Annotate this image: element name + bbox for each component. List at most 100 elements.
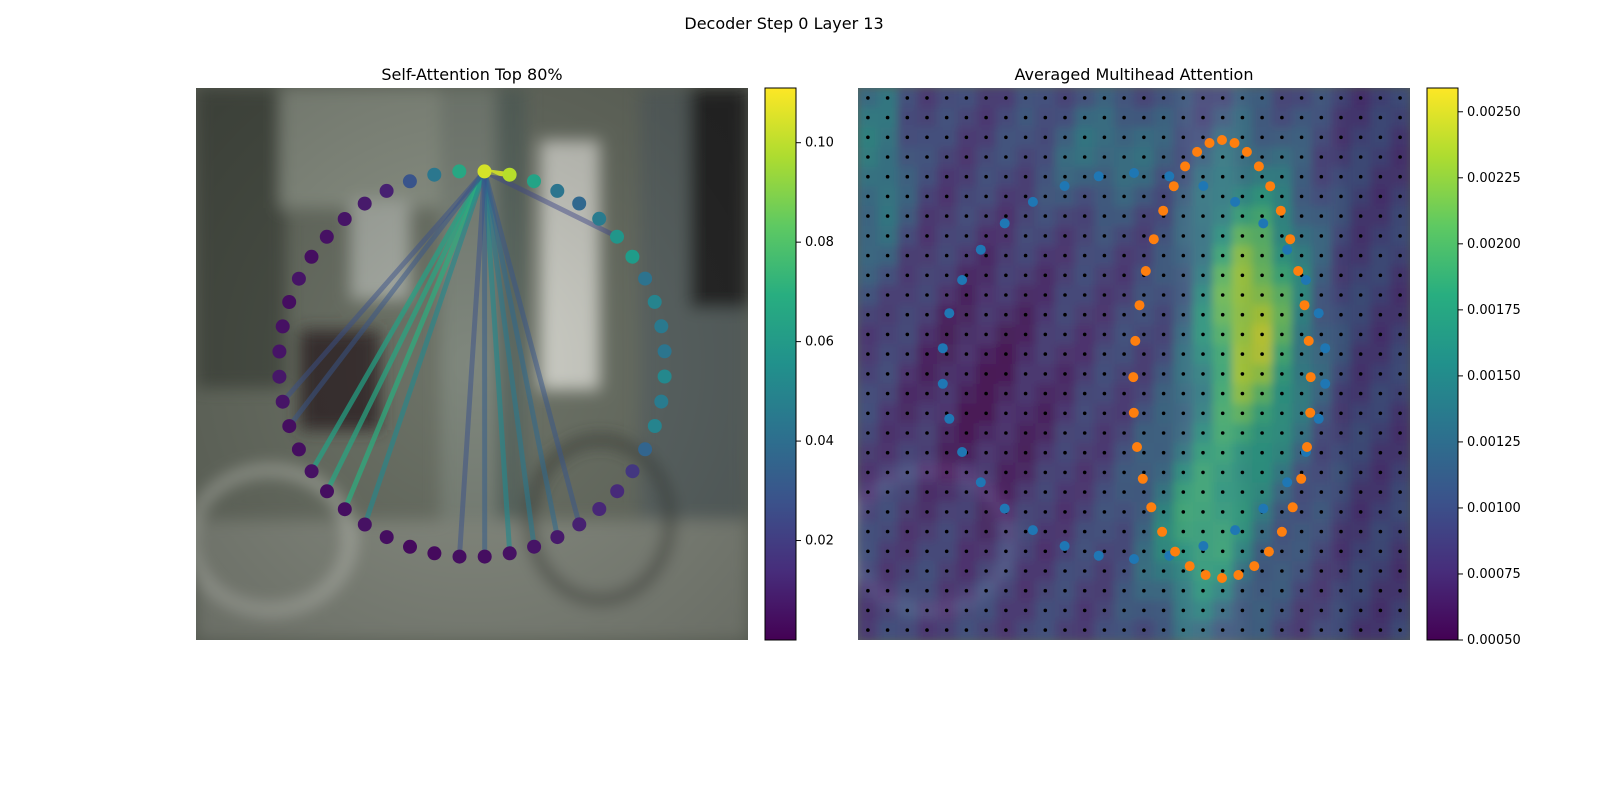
grid-dot-17-13: [1122, 431, 1126, 435]
grid-dot-24-14: [1142, 569, 1146, 573]
grid-dot-15-9: [1043, 391, 1048, 396]
grid-dot-15-0: [866, 391, 870, 396]
grid-dot-17-21: [1280, 431, 1284, 435]
grid-dot-4-26: [1378, 174, 1383, 179]
grid-dot-3-21: [1280, 155, 1284, 159]
grid-dot-8-21: [1280, 253, 1284, 258]
grid-dot-19-20: [1260, 470, 1264, 475]
grid-dot-25-3: [925, 588, 929, 593]
blue-point-3: [1230, 196, 1241, 207]
grid-dot-1-1: [885, 115, 890, 120]
grid-dot-1-21: [1280, 115, 1284, 120]
grid-dot-21-18: [1220, 510, 1225, 514]
grid-dot-3-9: [1043, 155, 1048, 159]
grid-dot-27-1: [885, 628, 890, 632]
grid-dot-26-10: [1063, 608, 1067, 613]
grid-dot-20-6: [984, 490, 988, 494]
grid-dot-12-12: [1102, 332, 1107, 337]
grid-dot-4-10: [1063, 174, 1067, 179]
grid-dot-2-15: [1161, 135, 1166, 140]
grid-dot-18-26: [1378, 450, 1383, 455]
attention-point-34: [275, 394, 290, 409]
grid-dot-16-3: [925, 411, 929, 416]
grid-dot-0-13: [1122, 96, 1126, 100]
orange-point-17: [1249, 561, 1260, 572]
grid-dot-1-7: [1004, 115, 1008, 120]
grid-dot-6-27: [1398, 214, 1402, 218]
grid-dot-16-7: [1004, 411, 1008, 416]
grid-dot-3-6: [984, 155, 988, 159]
grid-dot-3-25: [1358, 155, 1363, 159]
grid-dot-12-25: [1358, 332, 1363, 337]
grid-dot-22-24: [1339, 529, 1343, 534]
grid-dot-6-4: [944, 214, 949, 218]
grid-dot-16-21: [1280, 411, 1284, 416]
grid-dot-23-4: [944, 549, 949, 554]
grid-dot-2-27: [1398, 135, 1402, 140]
attention-point-4: [572, 196, 587, 211]
grid-dot-22-19: [1240, 529, 1245, 534]
grid-dot-14-23: [1319, 372, 1324, 376]
grid-dot-15-2: [905, 391, 910, 396]
grid-dot-19-13: [1122, 470, 1126, 475]
grid-dot-1-17: [1201, 115, 1205, 120]
grid-dot-20-14: [1142, 490, 1146, 494]
grid-dot-9-13: [1122, 273, 1126, 278]
grid-dot-9-9: [1043, 273, 1048, 278]
grid-dot-8-10: [1063, 253, 1067, 258]
grid-dot-15-26: [1378, 391, 1383, 396]
grid-dot-14-8: [1023, 372, 1028, 376]
grid-dot-3-20: [1260, 155, 1264, 159]
grid-dot-9-4: [944, 273, 949, 278]
attention-link-5: [286, 168, 488, 429]
grid-dot-16-17: [1201, 411, 1205, 416]
grid-dot-26-15: [1161, 608, 1166, 613]
grid-dot-22-8: [1023, 529, 1028, 534]
grid-dot-22-20: [1260, 529, 1264, 534]
grid-dot-20-0: [866, 490, 870, 494]
blue-point-30: [999, 218, 1010, 229]
grid-dot-27-19: [1240, 628, 1245, 632]
grid-dot-12-0: [866, 332, 870, 337]
grid-dot-7-14: [1142, 234, 1146, 238]
grid-dot-3-1: [885, 155, 890, 159]
grid-dot-25-15: [1161, 588, 1166, 593]
grid-dot-24-1: [885, 569, 890, 573]
attention-point-17: [610, 484, 625, 499]
grid-dot-1-20: [1260, 115, 1264, 120]
orange-point-30: [1134, 300, 1145, 311]
grid-dot-1-14: [1142, 115, 1146, 120]
grid-dot-1-9: [1043, 115, 1048, 120]
orange-point-35: [1180, 161, 1191, 172]
grid-dot-15-22: [1299, 391, 1304, 396]
grid-dot-10-11: [1082, 293, 1087, 297]
grid-dot-10-2: [905, 293, 910, 297]
attention-link-11: [482, 168, 582, 527]
attention-link-2: [324, 168, 488, 494]
grid-dot-22-13: [1122, 529, 1126, 534]
grid-dot-13-17: [1201, 352, 1205, 356]
grid-dot-17-23: [1319, 431, 1324, 435]
grid-dot-7-13: [1122, 234, 1126, 238]
grid-dot-19-10: [1063, 470, 1067, 475]
grid-dot-0-14: [1142, 96, 1146, 100]
grid-dot-11-12: [1102, 312, 1107, 317]
grid-dot-14-15: [1161, 372, 1166, 376]
orange-point-34: [1168, 181, 1179, 192]
grid-dot-3-19: [1240, 155, 1245, 159]
grid-dot-5-22: [1299, 194, 1304, 199]
grid-dot-0-17: [1201, 96, 1205, 100]
grid-dot-12-8: [1023, 332, 1028, 337]
grid-dot-20-10: [1063, 490, 1067, 494]
grid-dot-27-14: [1142, 628, 1146, 632]
grid-dot-11-22: [1299, 312, 1304, 317]
blue-point-7: [1313, 308, 1324, 319]
attention-point-11: [657, 344, 672, 359]
attention-point-3: [550, 183, 565, 198]
grid-dot-16-8: [1023, 411, 1028, 416]
right-cbar-ticks-tick-label-1: 0.00075: [1467, 567, 1521, 582]
grid-dot-20-1: [885, 490, 890, 494]
grid-dot-22-1: [885, 529, 890, 534]
grid-dot-3-10: [1063, 155, 1067, 159]
attention-point-27: [379, 530, 394, 545]
